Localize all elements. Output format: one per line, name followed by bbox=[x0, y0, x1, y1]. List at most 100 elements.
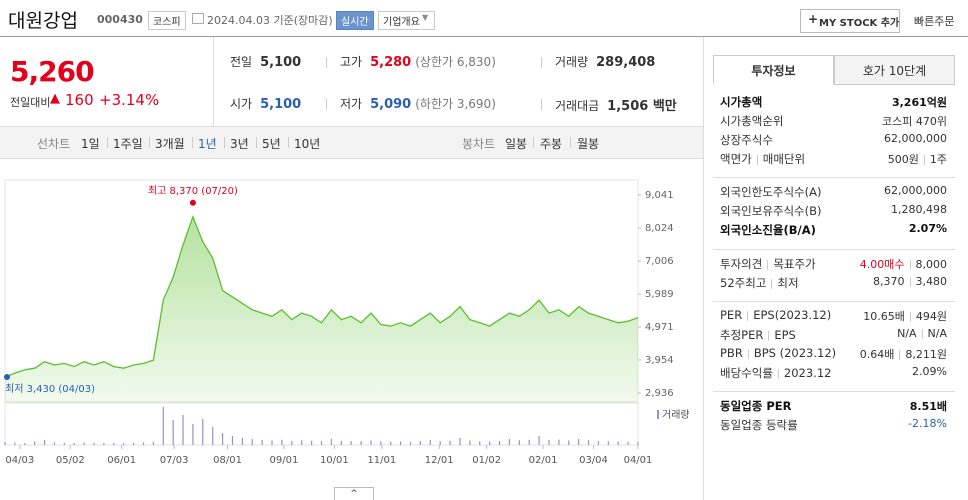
side-tab[interactable]: 호가 10단계 bbox=[834, 55, 955, 85]
period-tab[interactable]: 1주일 bbox=[113, 137, 143, 151]
period-tab[interactable]: 1일 bbox=[81, 137, 100, 151]
volume-bar bbox=[113, 443, 115, 445]
side-tab[interactable]: 투자정보 bbox=[713, 55, 834, 85]
y-tick-label: 4,971 bbox=[645, 322, 674, 333]
label-part: 외국인한도주식수(A) bbox=[720, 185, 822, 199]
row-value: 3,261억원 bbox=[892, 94, 947, 110]
stat-value: 1,506 백만 bbox=[607, 99, 677, 114]
value-part: 3,480 bbox=[915, 275, 948, 288]
tab-sep bbox=[533, 137, 534, 148]
period-tab[interactable]: 10년 bbox=[294, 137, 321, 151]
stat-value: 5,090 bbox=[370, 97, 412, 112]
volume-bar bbox=[103, 442, 105, 445]
stat: 거래대금 1,506 백만 bbox=[555, 95, 677, 114]
my-stock-button[interactable] bbox=[800, 9, 900, 33]
row-value: 62,000,000 bbox=[884, 132, 947, 145]
value-part: 494원 bbox=[915, 310, 947, 323]
label-part: 외국인보유주식수(B) bbox=[720, 204, 822, 218]
row-value: 코스피 470위 bbox=[882, 113, 947, 129]
volume-bar bbox=[53, 442, 56, 445]
volume-bar bbox=[320, 441, 323, 445]
realtime-button[interactable]: 실시간 bbox=[336, 11, 374, 30]
volume-bar bbox=[409, 442, 412, 445]
volume-bar bbox=[350, 441, 352, 445]
row-label: 외국인보유주식수(B) bbox=[720, 203, 822, 219]
volume-bar bbox=[469, 440, 471, 445]
row-label: 동일업종 PER bbox=[720, 398, 791, 414]
stat: 전일 5,100 bbox=[230, 53, 301, 70]
stat-label: 거래대금 bbox=[555, 99, 600, 113]
volume-bar bbox=[182, 415, 184, 445]
y-tick-label: 9,041 bbox=[645, 190, 674, 201]
period-tab[interactable]: 3년 bbox=[230, 137, 249, 151]
volume-bar bbox=[498, 441, 501, 445]
label-part: 상장주식수 bbox=[720, 133, 773, 147]
label-sep bbox=[767, 259, 769, 270]
value-part: 2.09% bbox=[912, 365, 947, 378]
company-info-button[interactable]: 기업개요 bbox=[378, 11, 435, 30]
y-tick-label: 2,936 bbox=[645, 388, 674, 399]
volume-bar bbox=[429, 440, 431, 445]
label-part: EPS(2023.12) bbox=[753, 308, 832, 322]
period-tab[interactable]: 일봉 bbox=[505, 137, 528, 151]
section-line bbox=[713, 177, 955, 178]
tab-sep bbox=[107, 137, 108, 148]
value-part: 3,261억원 bbox=[891, 96, 947, 109]
tab-sep bbox=[256, 137, 257, 148]
my-stock-label: MY STOCK 추가 bbox=[819, 18, 900, 29]
volume-bar bbox=[617, 441, 619, 445]
period-tab[interactable]: 주봉 bbox=[540, 137, 563, 151]
volume-bar bbox=[479, 441, 481, 445]
volume-bar bbox=[63, 442, 65, 445]
period-tab[interactable]: 3개월 bbox=[155, 137, 185, 151]
stock-name: 대원강업 bbox=[8, 10, 78, 32]
stat-divider bbox=[326, 57, 327, 68]
value-part: 2.07% bbox=[908, 222, 947, 235]
row-label: PER EPS(2023.12) bbox=[720, 308, 831, 322]
period-tab[interactable]: 월봉 bbox=[577, 137, 600, 151]
label-part: 동일업종 등락률 bbox=[720, 418, 798, 432]
row-label: 액면가 매매단위 bbox=[720, 151, 805, 167]
row-label: 동일업종 등락률 bbox=[720, 417, 798, 433]
volume-bar bbox=[291, 441, 293, 445]
collapse-button[interactable]: ^ bbox=[334, 487, 374, 500]
volume-bar bbox=[538, 436, 540, 445]
value-part: 8,000 bbox=[915, 258, 948, 271]
volume-bar bbox=[142, 442, 145, 445]
value-part: 0.64배 bbox=[859, 348, 895, 361]
volume-bar bbox=[83, 442, 85, 445]
volume-bar bbox=[340, 440, 342, 445]
row-value: 500원 1주 bbox=[888, 151, 947, 167]
x-tick-label: 02/01 bbox=[529, 455, 558, 466]
label-part: EPS bbox=[774, 328, 796, 342]
label-part: 액면가 bbox=[720, 152, 752, 166]
volume-bar bbox=[400, 441, 402, 445]
value-sep bbox=[899, 350, 901, 360]
label-part: 매매단위 bbox=[762, 152, 806, 166]
extreme-label: 최고 8,370 (07/20) bbox=[148, 185, 238, 197]
volume-bar bbox=[202, 419, 204, 445]
volume-bar bbox=[587, 440, 590, 445]
period-tab[interactable]: 1년 bbox=[198, 137, 217, 151]
stat-divider bbox=[326, 99, 327, 110]
volume-bar bbox=[14, 442, 16, 445]
value-sep bbox=[909, 312, 911, 322]
tab-title: 선차트 bbox=[37, 137, 71, 151]
row-value: N/A N/A bbox=[897, 327, 947, 340]
stat-value: 289,408 bbox=[596, 55, 656, 70]
x-tick-label: 12/01 bbox=[425, 455, 454, 466]
volume-bar bbox=[597, 441, 600, 445]
period-tab[interactable]: 5년 bbox=[262, 137, 281, 151]
volume-bar bbox=[152, 442, 154, 445]
label-part: PER bbox=[720, 308, 743, 322]
quick-order[interactable]: 빠른주문 bbox=[914, 15, 955, 28]
value-sep bbox=[921, 329, 923, 339]
label-part: 목표주가 bbox=[773, 257, 816, 271]
y-tick-label: 8,024 bbox=[645, 223, 674, 234]
volume-bar bbox=[380, 441, 382, 445]
tab-sep bbox=[570, 137, 571, 148]
label-sep bbox=[747, 310, 749, 321]
volume-bar bbox=[73, 443, 75, 445]
stat-label: 전일 bbox=[230, 55, 253, 69]
market-badge: 코스피 bbox=[148, 11, 186, 30]
